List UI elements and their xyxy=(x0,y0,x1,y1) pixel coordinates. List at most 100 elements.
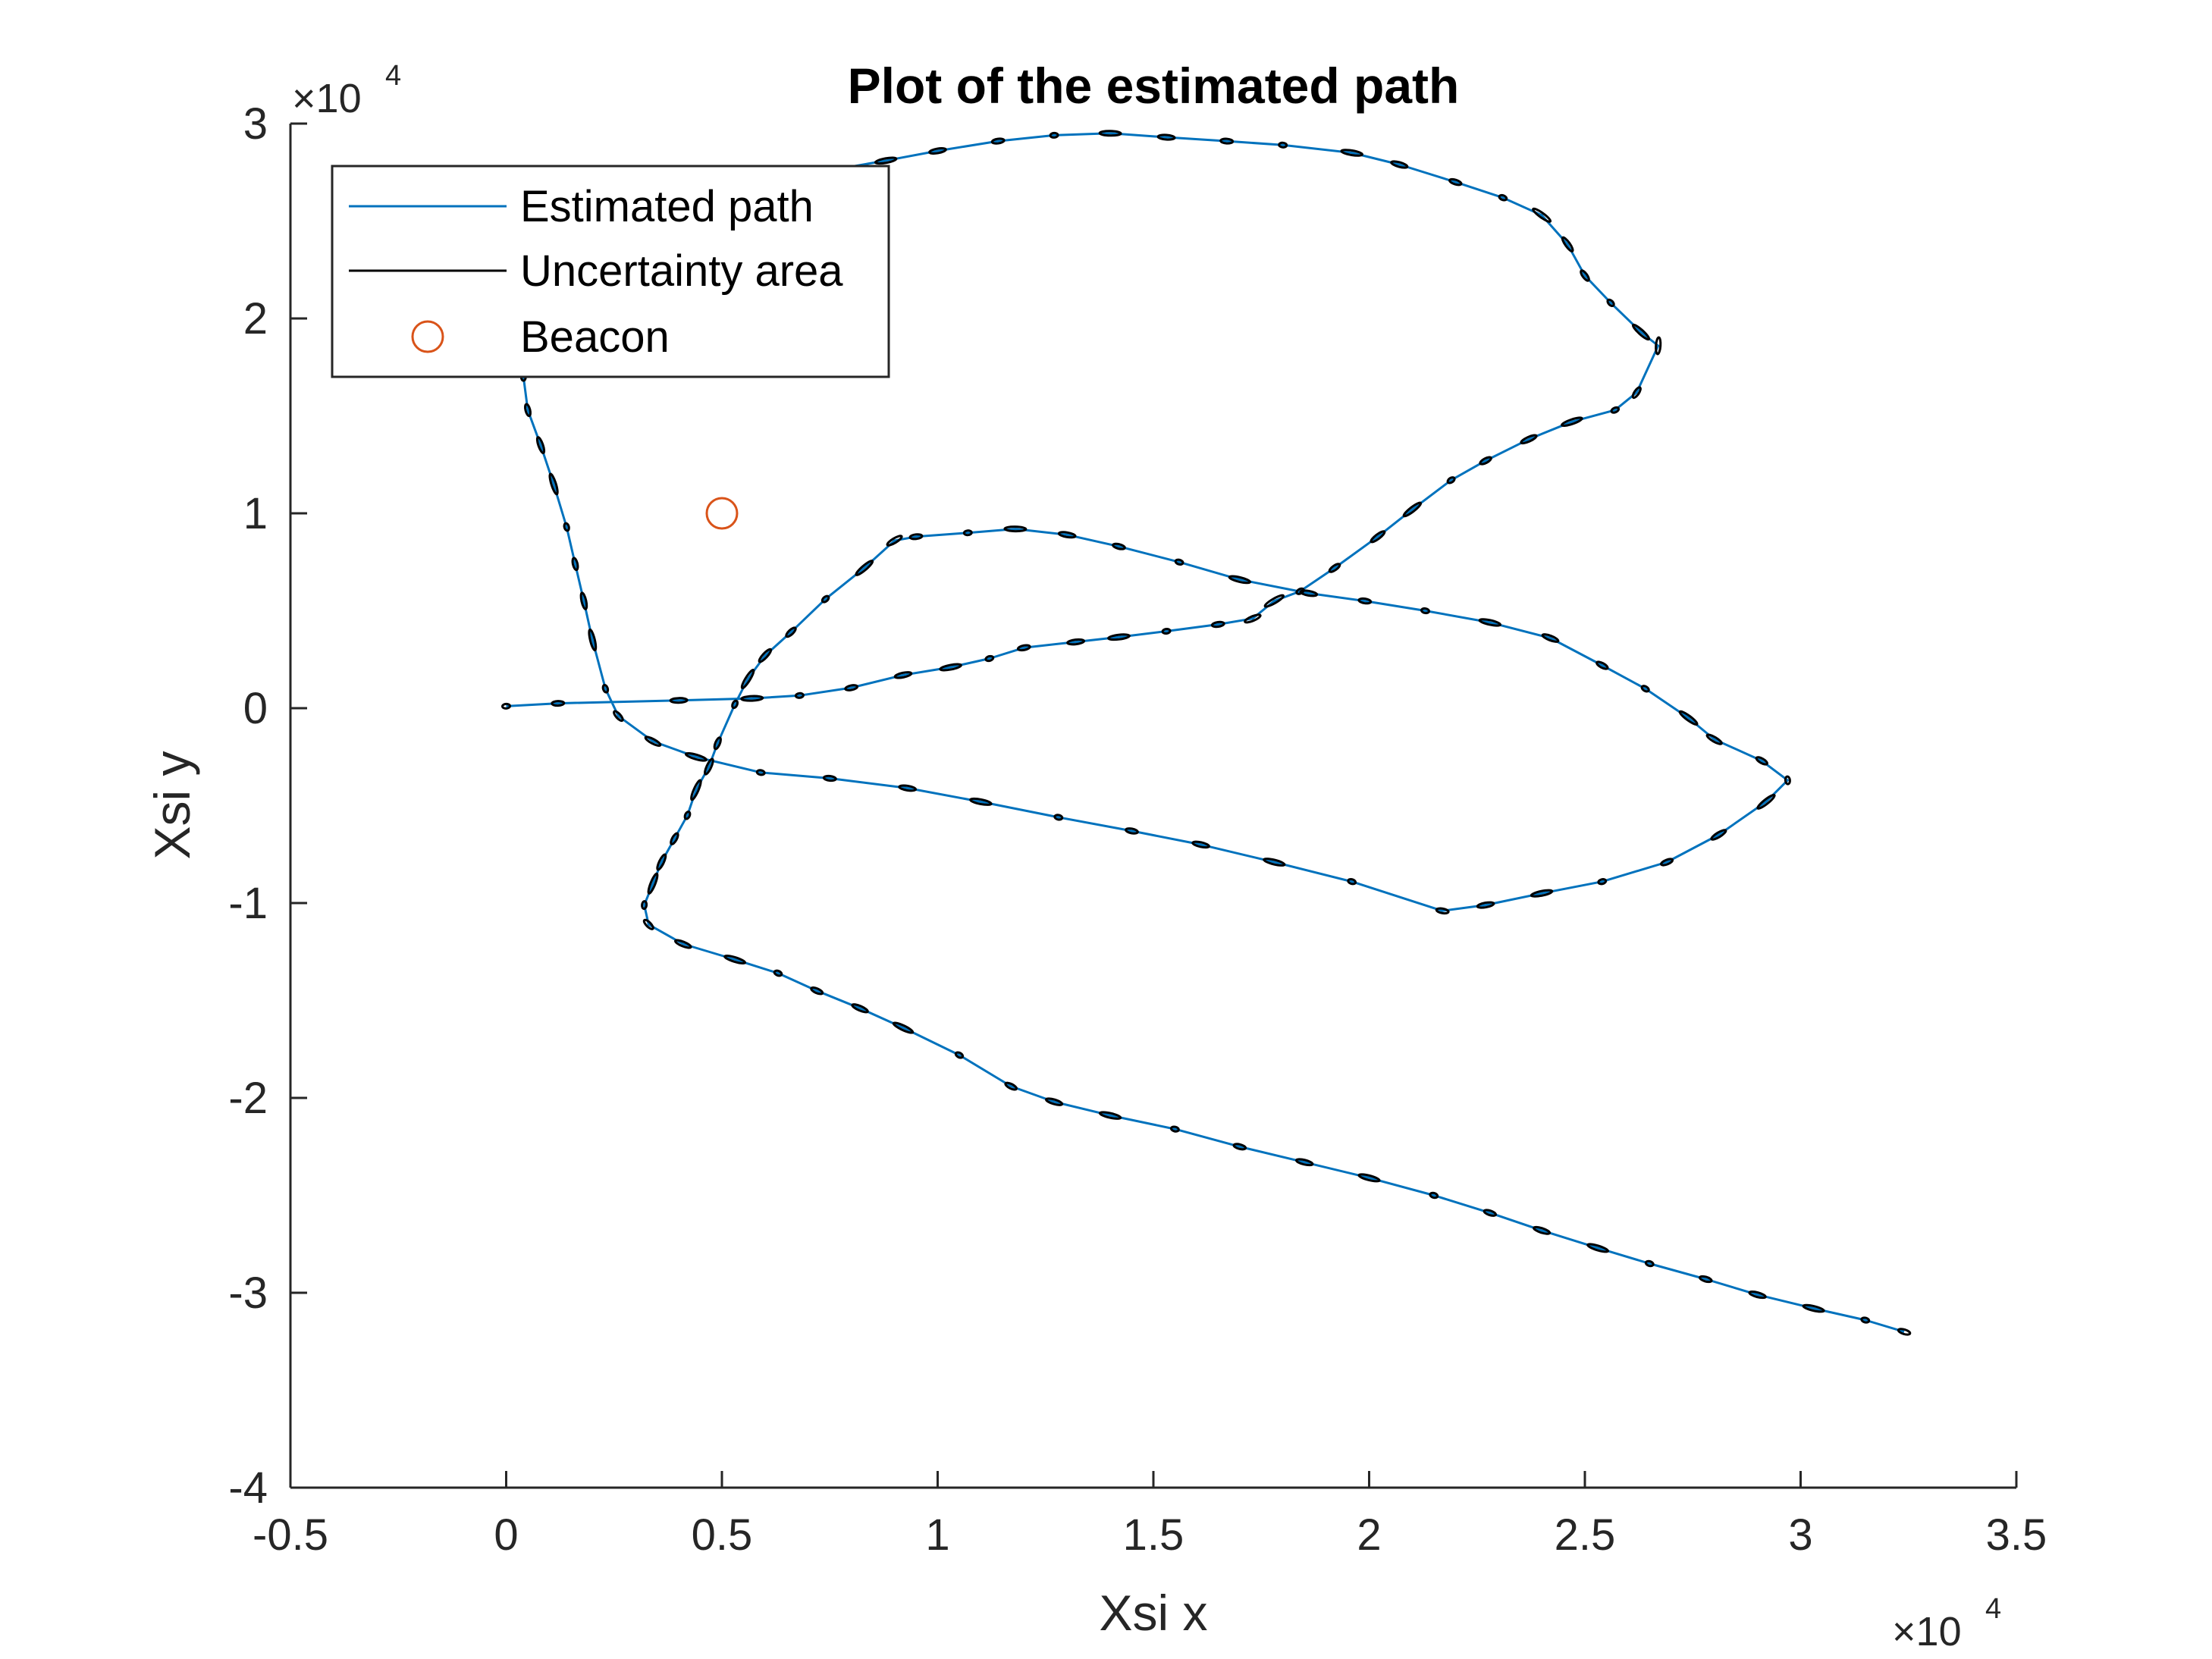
uncertainty-ellipse xyxy=(984,654,995,663)
uncertainty-ellipse xyxy=(758,648,773,663)
uncertainty-ellipse xyxy=(1244,613,1262,624)
uncertainty-ellipse xyxy=(898,784,918,792)
uncertainty-ellipse xyxy=(822,774,837,782)
x-exponent-power: 4 xyxy=(1985,1593,2001,1625)
uncertainty-ellipse xyxy=(1532,207,1552,223)
uncertainty-ellipse xyxy=(1897,1328,1912,1336)
chart-title: Plot of the estimated path xyxy=(848,58,1460,114)
uncertainty-ellipse xyxy=(1483,1209,1497,1217)
uncertainty-ellipse xyxy=(1446,476,1456,485)
uncertainty-ellipse xyxy=(1756,793,1776,810)
uncertainty-ellipse xyxy=(990,137,1006,145)
uncertainty-ellipse xyxy=(893,671,913,679)
uncertainty-ellipse xyxy=(1169,1125,1180,1133)
uncertainty-ellipse xyxy=(1631,386,1642,400)
y-tick-label: 0 xyxy=(243,684,268,733)
uncertainty-ellipse xyxy=(1219,137,1235,145)
uncertainty-ellipse xyxy=(939,663,962,672)
uncertainty-ellipse xyxy=(731,699,739,710)
uncertainty-ellipse xyxy=(1156,133,1176,141)
uncertainty-ellipse xyxy=(613,710,624,723)
uncertainty-ellipse xyxy=(1561,416,1583,428)
y-tick-label: 3 xyxy=(243,99,268,149)
uncertainty-ellipse xyxy=(1125,827,1139,835)
uncertainty-ellipse xyxy=(969,797,993,806)
legend-label-beacon: Beacon xyxy=(520,312,670,362)
uncertainty-ellipse xyxy=(1595,660,1609,670)
y-tick-label: -4 xyxy=(228,1463,268,1513)
uncertainty-ellipse xyxy=(1479,456,1492,466)
uncertainty-ellipse xyxy=(1357,1173,1381,1183)
uncertainty-ellipse xyxy=(1541,633,1560,643)
uncertainty-ellipse xyxy=(644,735,662,747)
uncertainty-ellipse xyxy=(954,1051,965,1059)
uncertainty-ellipse xyxy=(1278,141,1288,149)
uncertainty-ellipse xyxy=(684,751,708,762)
uncertainty-ellipse xyxy=(1476,901,1495,909)
beacon-marker xyxy=(705,497,739,530)
uncertainty-ellipse xyxy=(1098,1111,1122,1120)
uncertainty-ellipse xyxy=(1066,638,1086,646)
legend-label-uncertainty-area: Uncertainty area xyxy=(520,246,843,296)
uncertainty-ellipse xyxy=(548,472,559,496)
uncertainty-ellipse xyxy=(704,757,714,776)
y-tick-label: 2 xyxy=(243,294,268,343)
uncertainty-ellipse xyxy=(641,900,648,911)
uncertainty-ellipse xyxy=(1299,589,1319,597)
uncertainty-ellipse xyxy=(740,668,755,690)
uncertainty-ellipse xyxy=(1263,594,1285,608)
uncertainty-ellipse xyxy=(1161,627,1172,635)
uncertainty-ellipse xyxy=(1429,1191,1439,1200)
uncertainty-ellipse xyxy=(1210,620,1225,629)
uncertainty-ellipse xyxy=(1263,858,1286,867)
y-tick-label: -3 xyxy=(228,1269,268,1318)
uncertainty-ellipse xyxy=(1057,531,1077,539)
uncertainty-ellipse xyxy=(755,769,766,776)
legend-label-estimated-path: Estimated path xyxy=(520,182,814,231)
uncertainty-ellipse xyxy=(810,986,824,996)
uncertainty-ellipse xyxy=(723,954,747,965)
uncertainty-ellipse xyxy=(579,591,588,610)
uncertainty-ellipse xyxy=(1610,406,1621,414)
uncertainty-ellipse xyxy=(571,557,579,572)
uncertainty-ellipse xyxy=(1802,1303,1825,1313)
uncertainty-ellipse xyxy=(1112,542,1126,550)
uncertainty-ellipse xyxy=(1053,814,1064,821)
x-exponent-label: ×10 xyxy=(1892,1609,1962,1654)
x-tick-label: -0.5 xyxy=(253,1510,328,1560)
uncertainty-ellipse xyxy=(1347,878,1357,886)
x-tick-label: 3 xyxy=(1788,1510,1812,1560)
uncertainty-ellipse xyxy=(656,853,667,871)
uncertainty-ellipse xyxy=(785,626,797,638)
uncertainty-ellipse xyxy=(647,872,659,895)
uncertainty-ellipse xyxy=(892,1021,915,1034)
uncertainty-ellipse xyxy=(1678,710,1699,726)
uncertainty-ellipse xyxy=(642,918,654,930)
uncertainty-ellipse xyxy=(1530,889,1554,898)
uncertainty-ellipse xyxy=(1710,829,1727,841)
x-tick-label: 2 xyxy=(1357,1510,1381,1560)
x-ticks: -0.5 0 0.5 1 1.5 2 2.5 3 3.5 xyxy=(253,1471,2047,1560)
uncertainty-ellipse xyxy=(1705,733,1723,745)
uncertainty-ellipse xyxy=(1191,840,1210,849)
y-exponent-power: 4 xyxy=(385,60,401,92)
uncertainty-ellipse xyxy=(535,436,546,455)
uncertainty-ellipse xyxy=(713,736,722,751)
uncertainty-ellipse xyxy=(773,969,783,977)
y-exponent-label: ×10 xyxy=(292,76,362,121)
uncertainty-ellipse xyxy=(1098,130,1122,137)
uncertainty-ellipse xyxy=(851,1003,869,1014)
uncertainty-ellipse xyxy=(1435,907,1450,915)
uncertainty-ellipse xyxy=(1478,618,1501,627)
uncertainty-ellipse xyxy=(1402,501,1423,518)
y-ticks: -4 -3 -2 -1 0 1 2 3 xyxy=(228,99,307,1513)
uncertainty-ellipse xyxy=(1748,1291,1767,1300)
x-tick-label: 3.5 xyxy=(1986,1510,2047,1560)
uncertainty-ellipse xyxy=(1644,1259,1655,1268)
uncertainty-ellipse xyxy=(1631,323,1651,341)
x-tick-label: 2.5 xyxy=(1555,1510,1616,1560)
uncertainty-ellipse xyxy=(1860,1316,1871,1324)
uncertainty-ellipse xyxy=(855,560,874,576)
uncertainty-ellipse xyxy=(501,702,511,710)
x-tick-label: 0 xyxy=(494,1510,518,1560)
